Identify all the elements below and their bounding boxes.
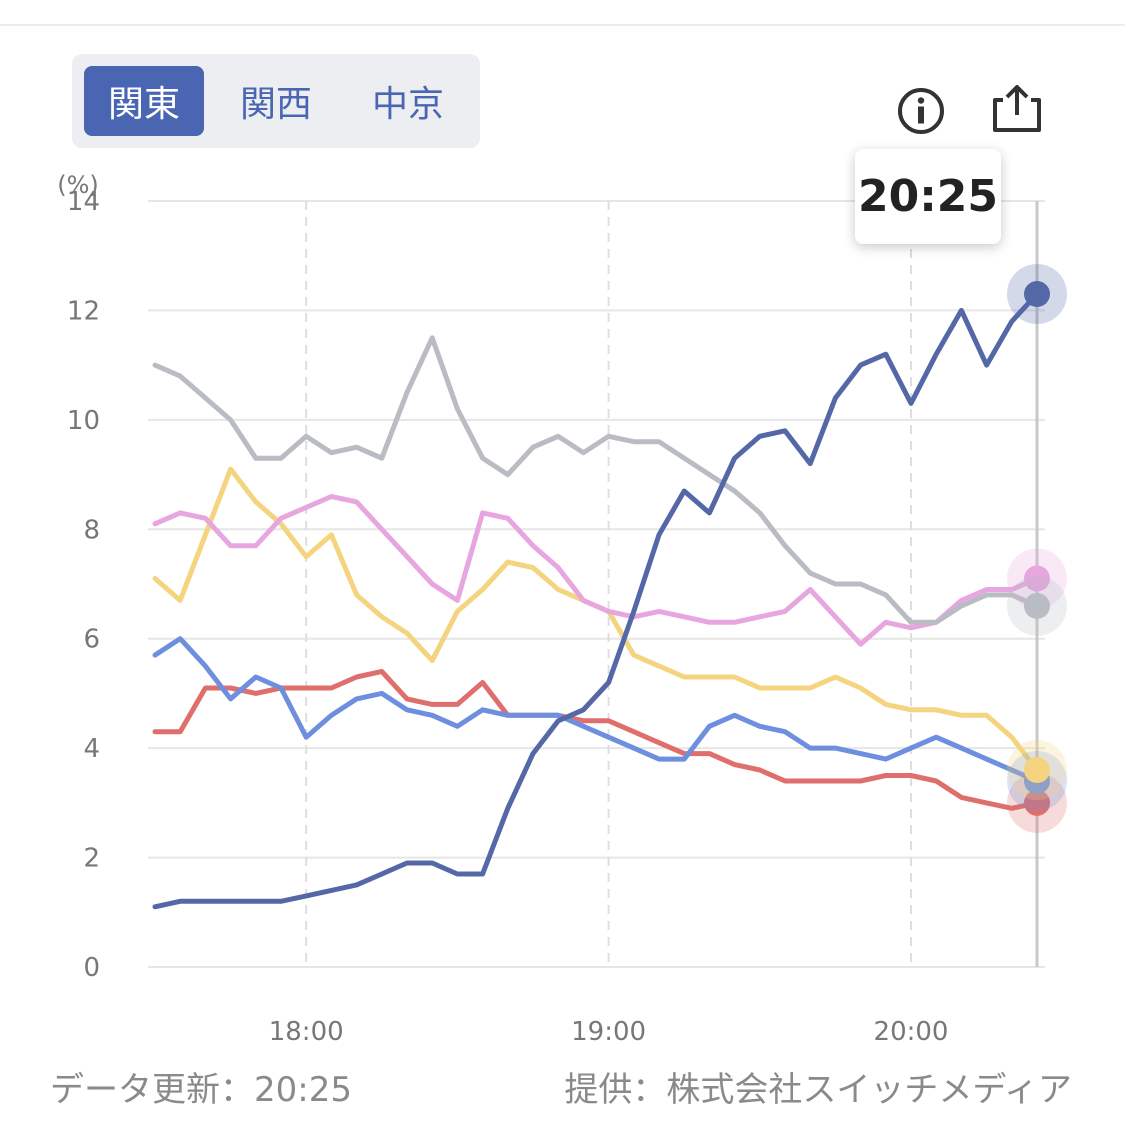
share-icon[interactable] <box>990 84 1044 138</box>
series-marker-3 <box>1024 565 1050 592</box>
y-tick-label: 6 <box>83 625 100 655</box>
y-tick-label: 12 <box>67 296 100 326</box>
series-marker-1 <box>1024 281 1050 308</box>
y-tick-label: 4 <box>83 734 100 764</box>
y-tick-label: 0 <box>83 953 100 983</box>
y-tick-label: 2 <box>83 844 100 874</box>
tab-chukyo[interactable]: 中京 <box>371 84 444 125</box>
series-line-2 <box>152 335 1040 625</box>
x-tick-label: 18:00 <box>269 1017 344 1047</box>
y-tick-label: 14 <box>67 187 100 217</box>
info-icon[interactable] <box>896 86 946 140</box>
region-tabs: 関東 関西 中京 <box>72 54 480 148</box>
tab-kansai[interactable]: 関西 <box>239 84 312 125</box>
data-provider: 提供：株式会社スイッチメディア <box>564 1070 1072 1110</box>
x-tick-label: 20:00 <box>874 1017 949 1047</box>
series-line-6 <box>152 669 1040 811</box>
series-line-3 <box>152 494 1040 647</box>
y-tick-label: 8 <box>83 515 100 545</box>
series-line-5 <box>152 636 1040 784</box>
x-tick-label: 19:00 <box>571 1017 646 1047</box>
series-marker-6 <box>1024 789 1050 816</box>
y-tick-label: 10 <box>67 406 100 436</box>
series-marker-4 <box>1024 757 1050 784</box>
top-divider <box>0 24 1125 26</box>
series-marker-2 <box>1024 592 1050 619</box>
time-tooltip: 20:25 <box>855 149 1001 244</box>
data-update-time: データ更新：20:25 <box>50 1070 352 1110</box>
tab-kanto[interactable]: 関東 <box>84 66 204 136</box>
y-axis-unit: (%) <box>57 171 99 199</box>
series-line-1 <box>152 291 1040 910</box>
